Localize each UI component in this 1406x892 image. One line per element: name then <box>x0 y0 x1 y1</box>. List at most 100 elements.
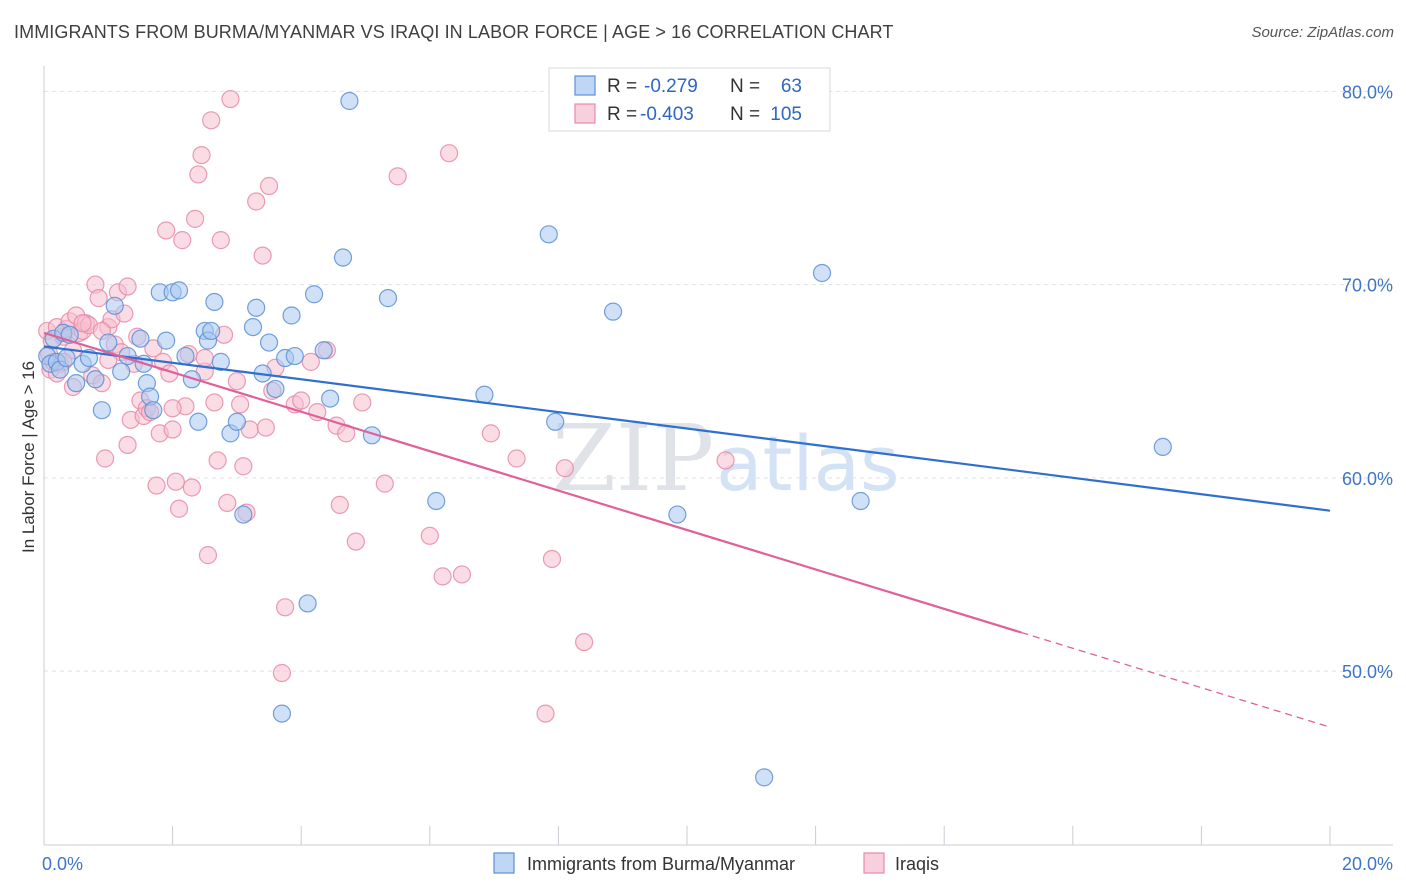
point-burma <box>272 704 292 723</box>
point-iraqi <box>211 231 230 250</box>
point-iraqi <box>353 393 372 412</box>
data-points <box>38 89 1172 787</box>
point-burma <box>668 505 687 524</box>
point-iraqi <box>73 314 92 333</box>
point-iraqi <box>218 493 237 513</box>
point-iraqi <box>346 532 365 551</box>
point-iraqi <box>256 418 275 437</box>
point-iraqi <box>147 476 166 495</box>
legend-pink-r-value: -0.403 <box>640 104 694 125</box>
chart-source: Source: ZipAtlas.com <box>1251 24 1394 41</box>
point-burma <box>67 374 86 393</box>
point-burma <box>259 333 279 352</box>
point-iraqi <box>375 474 394 493</box>
legend-pink-n-label: N = <box>730 104 760 125</box>
point-iraqi <box>481 424 500 443</box>
point-iraqi <box>247 192 266 211</box>
point-burma <box>205 292 224 312</box>
grid-lines <box>44 90 1393 672</box>
point-burma <box>189 412 208 431</box>
point-iraqi <box>231 395 250 414</box>
point-burma <box>298 594 317 613</box>
point-iraqi <box>173 231 192 250</box>
bottom-legend-label-pink: Iraqis <box>895 854 939 874</box>
point-iraqi <box>301 352 320 371</box>
point-burma <box>211 352 230 371</box>
series-legend: Immigrants from Burma/Myanmar Iraqis <box>493 852 939 874</box>
legend-blue-r-value: -0.279 <box>644 76 698 97</box>
axes: 50.0% 60.0% 70.0% 80.0% 0.0% 20.0% <box>42 66 1393 874</box>
point-burma <box>340 91 359 111</box>
point-burma <box>157 331 176 350</box>
point-burma <box>378 289 398 308</box>
point-burma <box>243 317 263 337</box>
correlation-legend: R = -0.279 N = 63 R = -0.403 N = 105 <box>548 67 831 132</box>
point-burma <box>333 248 353 267</box>
legend-pink-r-label: R = <box>607 104 637 125</box>
legend-swatch-blue <box>574 75 596 96</box>
point-burma <box>57 348 76 368</box>
legend-pink-n-value: 105 <box>770 104 802 125</box>
point-iraqi <box>166 472 185 491</box>
point-iraqi <box>157 221 176 240</box>
watermark: ZIP atlas <box>552 405 900 512</box>
point-iraqi <box>198 546 218 565</box>
legend-box <box>548 67 831 132</box>
point-burma <box>851 491 870 511</box>
bottom-legend-label-blue: Immigrants from Burma/Myanmar <box>527 854 795 874</box>
point-iraqi <box>163 399 182 418</box>
x-tick-label: 0.0% <box>42 854 83 874</box>
point-burma <box>285 346 304 366</box>
point-iraqi <box>292 391 311 410</box>
point-burma <box>234 505 253 524</box>
point-iraqi <box>89 289 108 308</box>
y-tick-label: 80.0% <box>1342 82 1393 102</box>
legend-swatch-pink <box>574 103 596 124</box>
point-iraqi <box>536 704 555 723</box>
point-burma <box>105 296 124 315</box>
point-iraqi <box>205 393 224 412</box>
bottom-legend-swatch-blue <box>493 852 515 874</box>
trend-line-burma <box>43 345 1331 512</box>
point-iraqi <box>163 420 182 439</box>
point-iraqi <box>118 435 137 455</box>
point-iraqi <box>118 277 137 296</box>
point-burma <box>282 306 301 325</box>
point-burma <box>427 491 446 511</box>
y-tick-label: 70.0% <box>1342 276 1393 296</box>
point-burma <box>475 385 494 404</box>
point-iraqi <box>507 449 526 468</box>
point-iraqi <box>575 632 594 652</box>
point-burma <box>539 225 558 244</box>
point-burma <box>321 389 340 408</box>
point-iraqi <box>272 663 292 683</box>
point-iraqi <box>208 451 227 470</box>
watermark-zip: ZIP <box>552 405 714 512</box>
y-axis-title: In Labor Force | Age > 16 <box>19 361 38 553</box>
point-burma <box>266 379 285 399</box>
point-iraqi <box>95 449 115 468</box>
point-iraqi <box>259 176 279 196</box>
point-iraqi <box>330 495 349 514</box>
point-iraqi <box>716 451 735 470</box>
point-iraqi <box>234 457 253 476</box>
chart-title: IMMIGRANTS FROM BURMA/MYANMAR VS IRAQI I… <box>14 22 894 42</box>
point-burma <box>304 285 324 304</box>
point-burma <box>176 346 195 366</box>
point-burma <box>1153 437 1172 457</box>
point-iraqi <box>169 499 189 518</box>
point-iraqi <box>202 111 221 130</box>
watermark-atlas: atlas <box>716 419 900 508</box>
point-iraqi <box>276 598 295 617</box>
point-iraqi <box>253 246 272 265</box>
point-iraqi <box>555 459 574 478</box>
point-iraqi <box>189 165 208 184</box>
point-burma <box>314 341 333 360</box>
trend-line-iraqi <box>43 331 1022 634</box>
y-tick-label: 60.0% <box>1342 469 1393 489</box>
y-tick-label: 50.0% <box>1342 662 1393 682</box>
point-iraqi <box>388 167 407 186</box>
point-burma <box>227 412 246 431</box>
point-iraqi <box>420 526 439 545</box>
point-iraqi <box>192 145 211 165</box>
